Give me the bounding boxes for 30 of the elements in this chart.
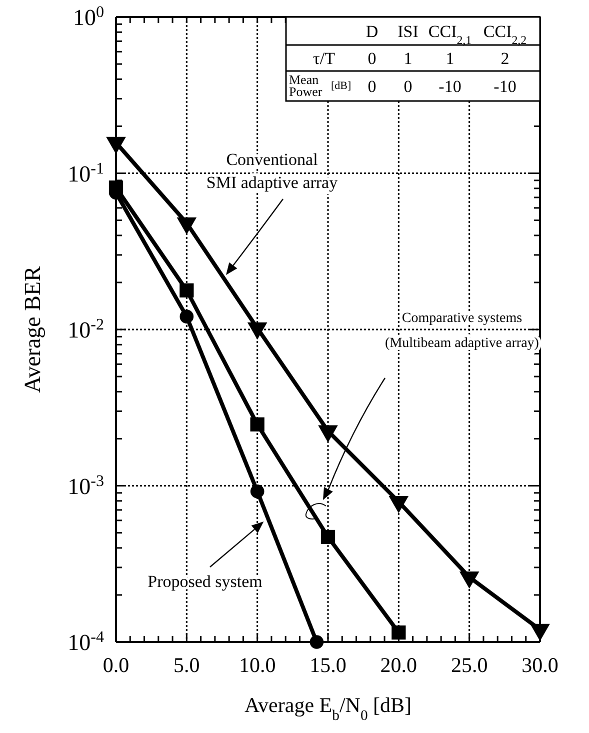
x-tick-label: 20.0: [380, 653, 418, 677]
x-tick-label: 10.0: [238, 653, 276, 677]
annotation: Conventional SMI adaptive array: [206, 150, 338, 192]
annotation: ISI: [398, 22, 419, 41]
x-axis-title: Average E$_{b}$/N$_{0}$ [dB]: [244, 693, 412, 724]
y-tick-label: 10$^{-4}$: [68, 628, 104, 656]
annotation: Proposed system: [148, 572, 262, 591]
annotation: CCI$_{2,1}$: [428, 22, 472, 47]
x-tick-label: 5.0: [174, 653, 200, 677]
annotation: 2: [500, 48, 510, 68]
annotation: 0: [404, 76, 412, 96]
annotation: Comparative systems (Multibeam adaptive array): [385, 311, 540, 351]
annotation: 0: [368, 48, 376, 68]
annotation: CCI$_{2,2}$: [483, 22, 527, 47]
annotation: D: [366, 22, 378, 41]
annotation: 1: [446, 48, 454, 68]
y-tick-label: 10$^{-2}$: [68, 316, 104, 343]
annotation: 1: [404, 48, 412, 68]
y-axis-title: Average BER: [20, 266, 45, 393]
x-tick-label: 15.0: [310, 653, 346, 677]
annotation: 0: [368, 76, 376, 96]
annotation: -10: [494, 76, 516, 96]
x-tick-label: 30.0: [522, 653, 558, 677]
y-tick-label: 10$^{0}$: [72, 4, 104, 30]
x-tick-label: 25.0: [450, 653, 488, 677]
y-tick-label: 10$^{-1}$: [68, 160, 104, 186]
x-tick-label: 0.0: [102, 653, 130, 677]
y-tick-label: 10$^{-3}$: [68, 472, 104, 499]
annotation: τ/T: [313, 48, 336, 68]
annotation: -10: [438, 76, 462, 96]
